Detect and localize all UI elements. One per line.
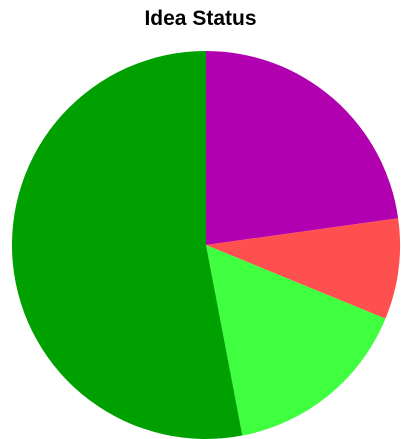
pie-slice-2 (206, 218, 400, 319)
chart-title: Idea Status (144, 7, 257, 30)
pie-slices (11, 51, 400, 439)
pie-slice-4 (11, 51, 243, 439)
pie-slice-1 (206, 51, 399, 245)
pie-slice-3 (206, 245, 386, 436)
